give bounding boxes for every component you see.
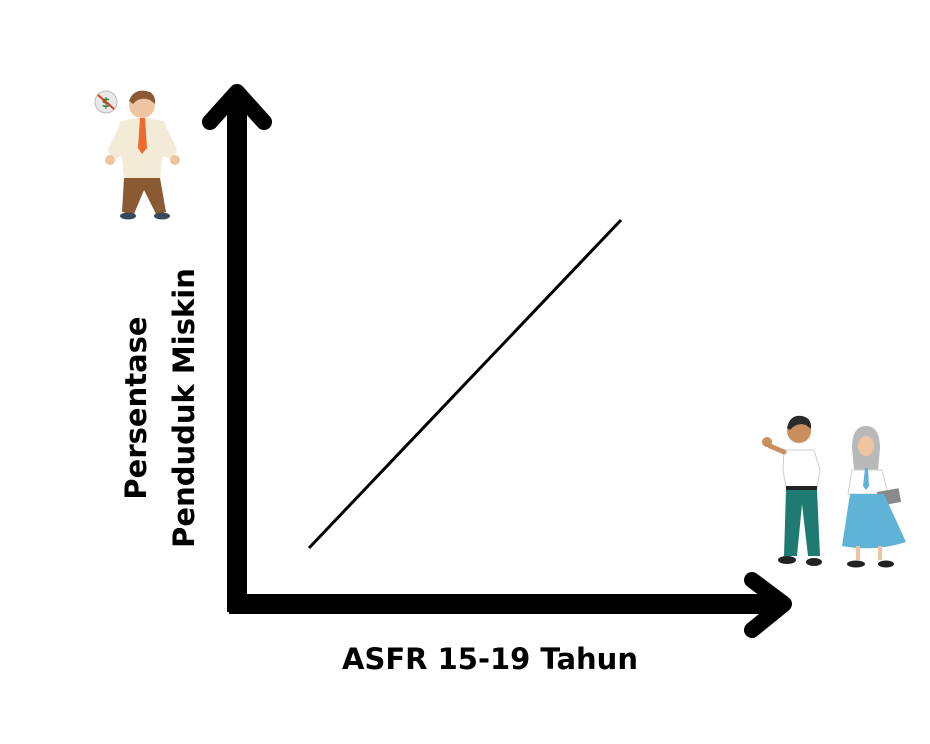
svg-text:$: $ (101, 96, 110, 111)
y-axis-label: Persentase Penduduk Miskin (119, 268, 201, 548)
y-axis (202, 84, 272, 612)
boy-student (762, 415, 822, 566)
y-axis-arrowhead (202, 84, 272, 130)
no-money-icon: $ (94, 90, 118, 114)
x-axis-label: ASFR 15-19 Tahun (342, 642, 638, 676)
y-axis-label-line-2: Penduduk Miskin (167, 268, 201, 548)
students-illustration (762, 415, 906, 568)
girl-student (842, 426, 906, 568)
x-axis-arrowhead (744, 572, 792, 638)
x-axis (229, 572, 792, 638)
trend-line (307, 218, 623, 550)
y-axis-label-line-1: Persentase (119, 316, 153, 499)
poor-man-illustration: $ (94, 90, 180, 220)
